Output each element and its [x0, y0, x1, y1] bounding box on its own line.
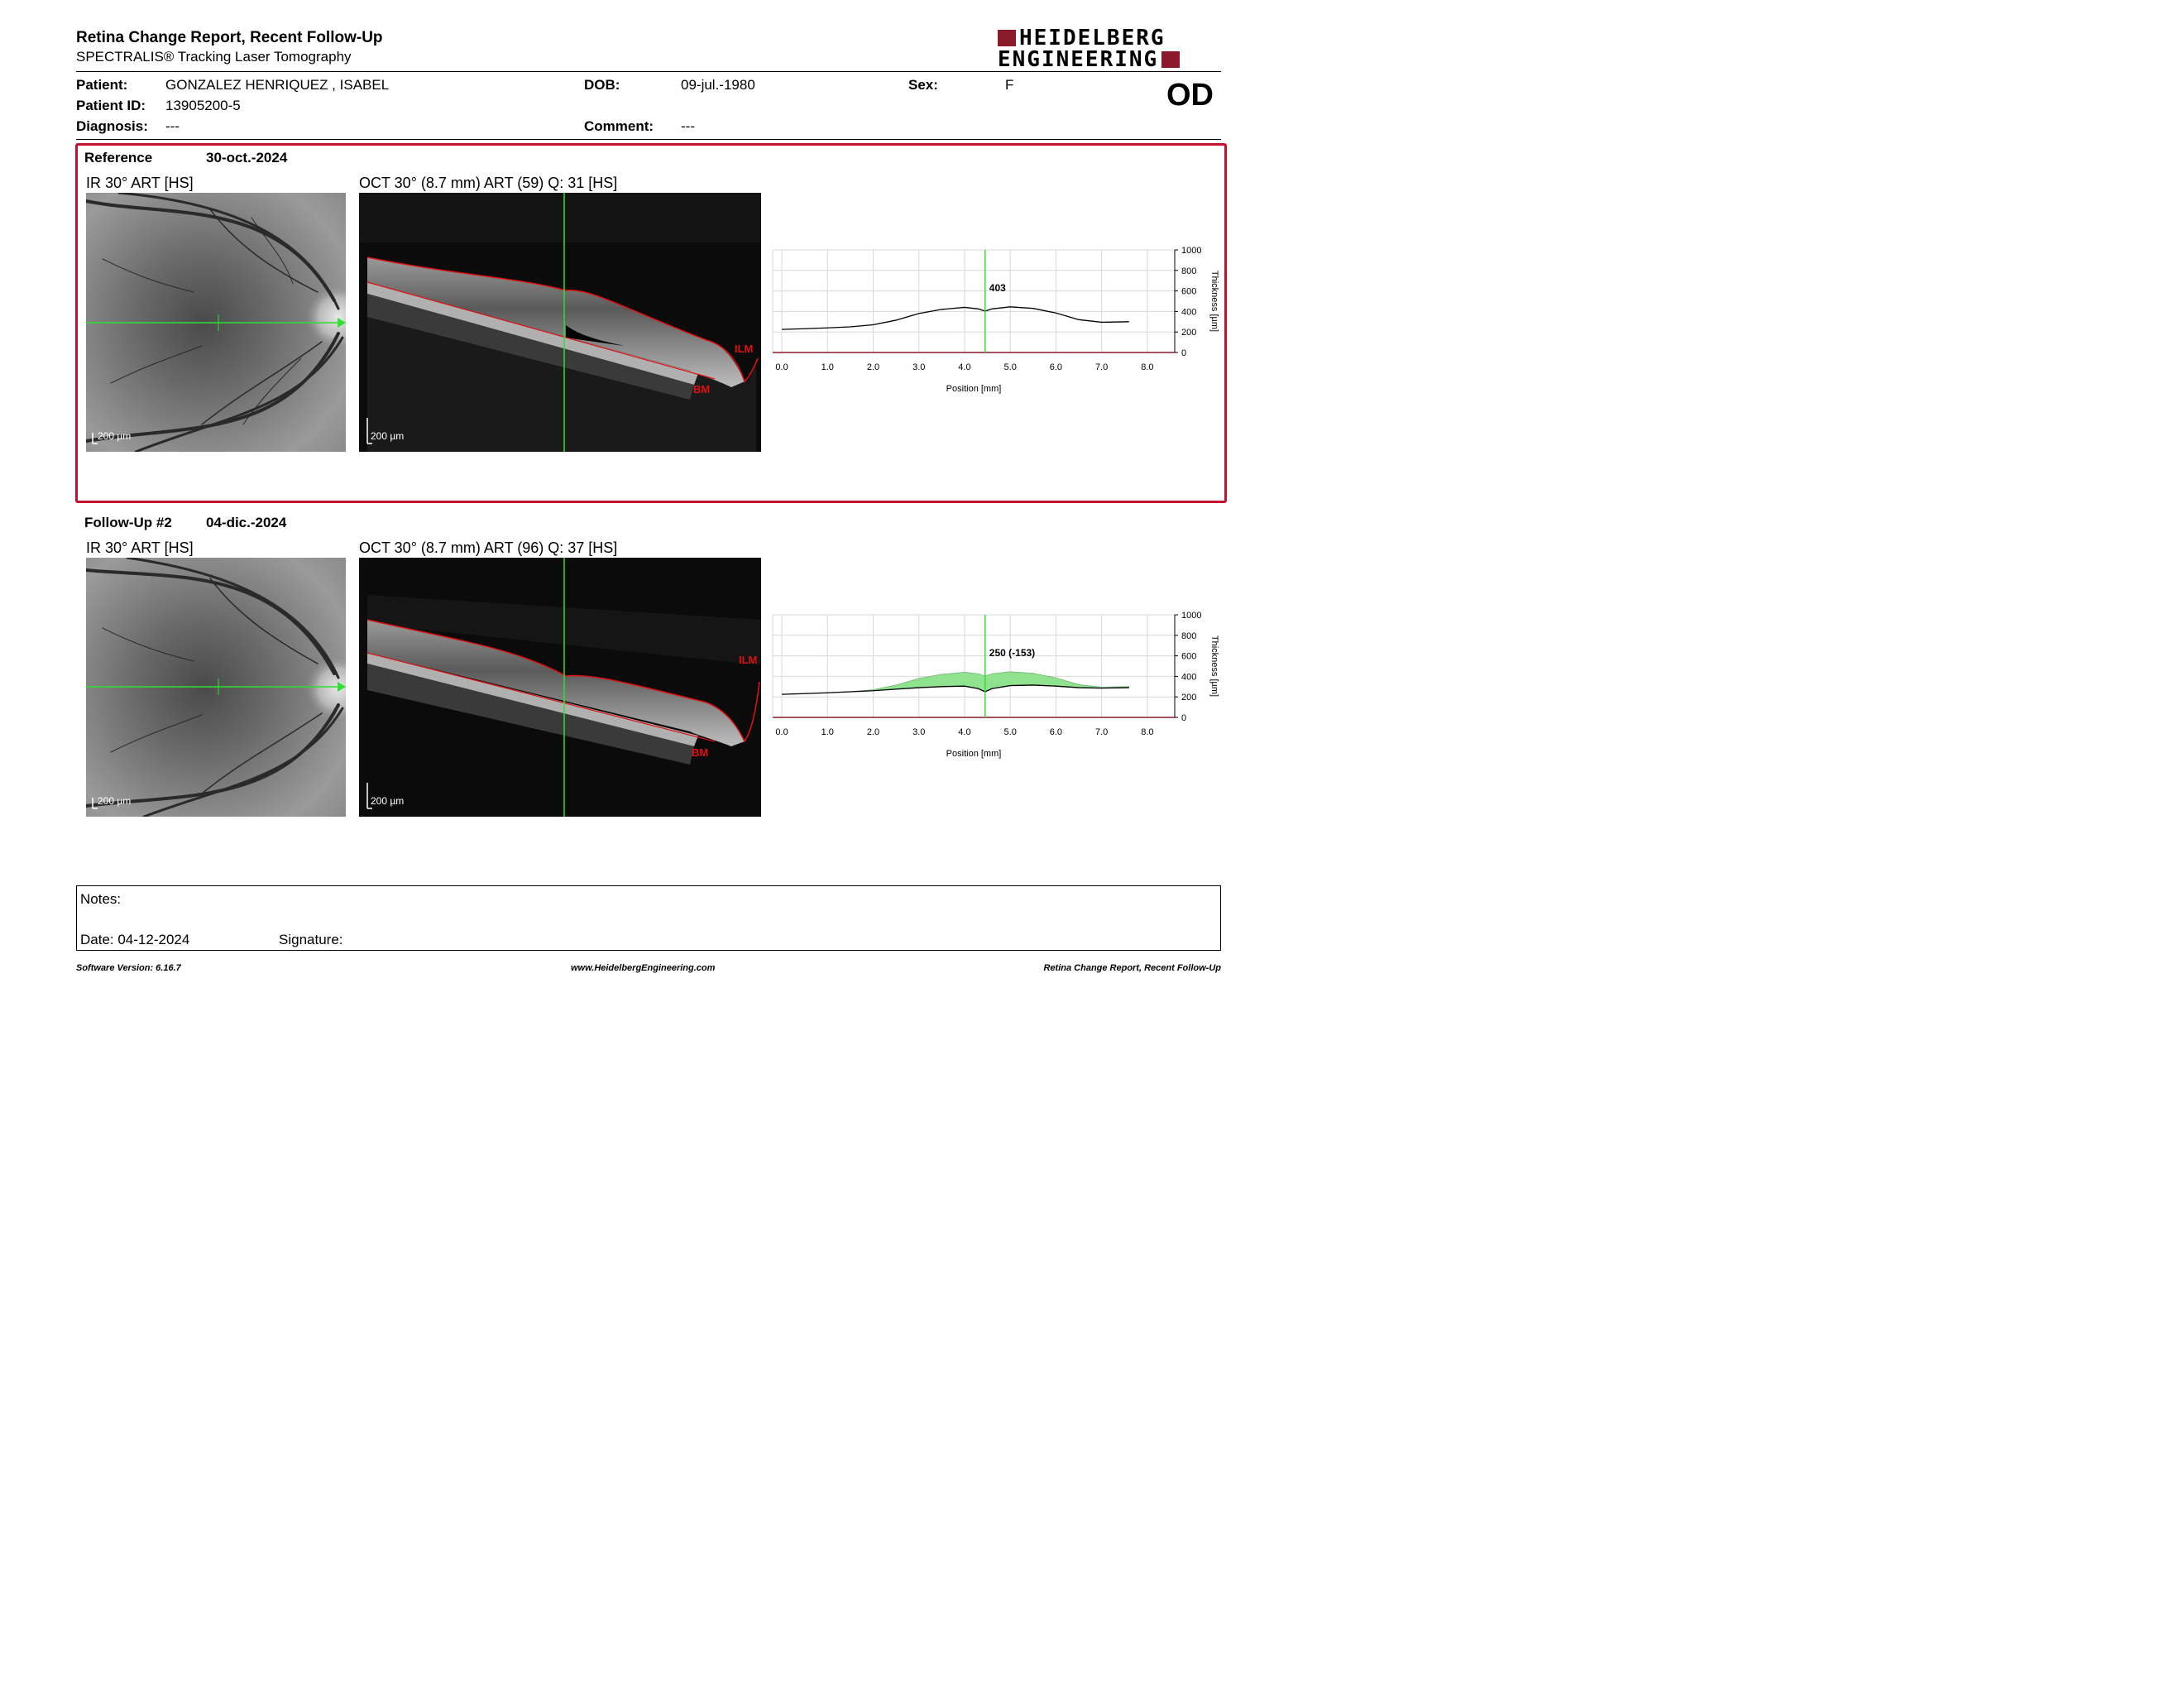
patient-divider	[76, 139, 1221, 140]
logo-square-icon	[998, 30, 1016, 46]
comment-label: Comment:	[584, 118, 654, 134]
logo-text-top: HEIDELBERG	[1019, 26, 1166, 50]
followup-ir-image: 200 µm	[86, 558, 346, 817]
followup-ir-scale: 200 µm	[98, 795, 132, 807]
y-tick-label: 800	[1181, 631, 1196, 641]
notes-date: Date: 04-12-2024	[80, 932, 190, 947]
footer-report-name: Retina Change Report, Recent Follow-Up	[1043, 963, 1221, 973]
followup-oct-label: OCT 30° (8.7 mm) ART (96) Q: 37 [HS]	[359, 539, 618, 556]
x-tick-label: 3.0	[912, 362, 925, 372]
notes-label: Notes:	[80, 891, 122, 907]
logo-line-2: ENGINEERING	[998, 47, 1221, 72]
reference-frame	[75, 143, 1227, 503]
y-tick-label: 400	[1181, 307, 1196, 317]
x-axis-label: Position [mm]	[946, 384, 1002, 394]
eye-side: OD	[1166, 78, 1214, 113]
x-tick-label: 5.0	[1004, 362, 1017, 372]
followup-date: 04-dic.-2024	[206, 515, 287, 530]
x-tick-label: 3.0	[912, 727, 925, 737]
x-tick-label: 6.0	[1050, 727, 1062, 737]
y-tick-label: 1000	[1181, 611, 1201, 621]
patient-name-label: Patient:	[76, 77, 128, 93]
patient-id-label: Patient ID:	[76, 98, 146, 113]
footer-software-version: Software Version: 6.16.7	[76, 963, 181, 973]
reference-date: 30-oct.-2024	[206, 150, 288, 165]
dob-label: DOB:	[584, 77, 620, 93]
x-tick-label: 7.0	[1095, 362, 1108, 372]
patient-id: 13905200-5	[165, 98, 241, 113]
diagnosis-label: Diagnosis:	[76, 118, 148, 134]
diagnosis-value: ---	[165, 118, 180, 134]
followup-label: Follow-Up #2	[84, 515, 172, 530]
y-tick-label: 1000	[1181, 246, 1201, 256]
y-axis-label: Thickness [µm]	[1209, 635, 1219, 697]
y-tick-label: 200	[1181, 328, 1196, 338]
reference-ir-scale: 200 µm	[98, 430, 132, 442]
x-tick-label: 5.0	[1004, 727, 1017, 737]
x-tick-label: 8.0	[1141, 362, 1153, 372]
y-tick-label: 0	[1181, 713, 1186, 723]
logo-square-icon	[1161, 51, 1181, 68]
y-tick-label: 200	[1181, 693, 1196, 703]
y-tick-label: 600	[1181, 287, 1196, 297]
report-title: Retina Change Report, Recent Follow-Up	[76, 29, 383, 46]
sex-label: Sex:	[908, 77, 938, 93]
x-tick-label: 1.0	[821, 727, 834, 737]
x-axis-label: Position [mm]	[946, 749, 1002, 759]
signature-label: Signature:	[279, 932, 343, 947]
x-tick-label: 2.0	[867, 727, 879, 737]
followup-oct-scale: 200 µm	[371, 795, 405, 807]
x-tick-label: 1.0	[821, 362, 834, 372]
reference-oct-scale: 200 µm	[371, 430, 405, 442]
y-tick-label: 600	[1181, 652, 1196, 662]
reference-ilm-label: ILM	[735, 343, 754, 355]
followup-thickness-chart: 0 200 400 600 800 1000 0.0 1.0 2.0 3.0 4.0 5.0 6.0 7.…	[772, 611, 1219, 759]
followup-bm-label: BM	[692, 746, 709, 759]
x-tick-label: 4.0	[958, 727, 970, 737]
sex-value: F	[1005, 77, 1014, 93]
x-tick-label: 2.0	[867, 362, 879, 372]
reference-oct-image: 200 µm ILM BM	[359, 193, 761, 452]
reference-label: Reference	[84, 150, 153, 165]
report-subtitle: SPECTRALIS® Tracking Laser Tomography	[76, 49, 352, 65]
thickness-change-area	[782, 671, 1130, 695]
reference-ir-label: IR 30° ART [HS]	[86, 175, 194, 191]
followup-oct-image: 200 µm ILM BM	[359, 558, 761, 817]
reference-bm-label: BM	[693, 383, 711, 396]
notes-box[interactable]	[76, 885, 1221, 951]
dob-value: 09-jul.-1980	[681, 77, 755, 93]
patient-name: GONZALEZ HENRIQUEZ , ISABEL	[165, 77, 390, 93]
thickness-line	[782, 306, 1129, 330]
y-tick-label: 800	[1181, 266, 1196, 276]
logo-text-bottom: ENGINEERING	[998, 47, 1159, 72]
reference-ir-image: 200 µm	[86, 193, 346, 452]
reference-oct-label: OCT 30° (8.7 mm) ART (59) Q: 31 [HS]	[359, 175, 618, 191]
x-tick-label: 8.0	[1141, 727, 1153, 737]
y-tick-label: 0	[1181, 348, 1186, 358]
header-divider	[76, 71, 1221, 72]
marker-value-label: 403	[989, 282, 1006, 294]
followup-ir-label: IR 30° ART [HS]	[86, 539, 194, 556]
comment-value: ---	[681, 118, 695, 134]
logo-line-1: HEIDELBERG	[998, 26, 1221, 50]
x-tick-label: 4.0	[958, 362, 970, 372]
followup-thickness-line	[782, 684, 1129, 695]
footer-website[interactable]: www.HeidelbergEngineering.com	[571, 963, 716, 973]
followup-ilm-label: ILM	[739, 654, 758, 666]
y-axis-label: Thickness [µm]	[1209, 271, 1219, 332]
x-tick-label: 6.0	[1050, 362, 1062, 372]
reference-thickness-chart: 0 200 400 600 800 1000 0.0 1.0 2.0 3.0 4.0 5.0 6.0 7.…	[772, 246, 1219, 394]
y-tick-label: 400	[1181, 672, 1196, 682]
marker-value-label: 250 (-153)	[989, 647, 1035, 659]
x-tick-label: 7.0	[1095, 727, 1108, 737]
x-tick-label: 0.0	[775, 362, 788, 372]
x-tick-label: 0.0	[775, 727, 788, 737]
